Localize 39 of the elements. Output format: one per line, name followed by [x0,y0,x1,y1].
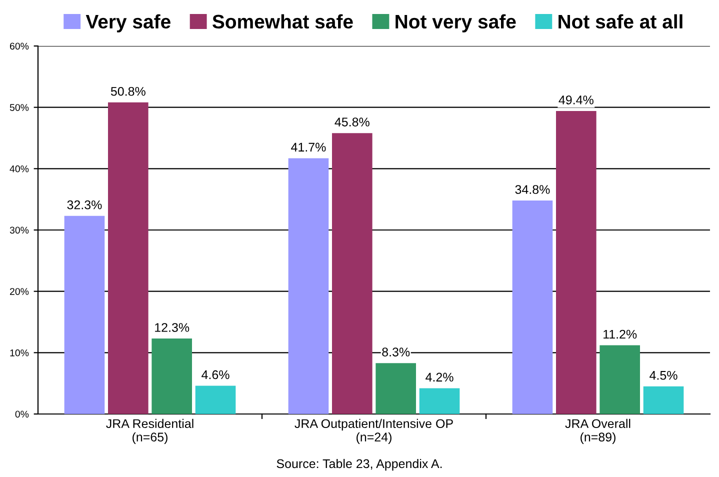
data-label: 4.2% [426,372,454,382]
source-note: Source: Table 23, Appendix A. [276,458,442,471]
bar [108,102,148,414]
bar [419,388,460,414]
bar [64,216,105,414]
y-tick-label: 10% [10,349,29,356]
x-tick-label: JRA Overall (n=89) [565,418,630,444]
legend-label: Not very safe [396,14,516,32]
y-tick-label: 60% [10,42,29,50]
bar [332,133,372,414]
bar [512,200,553,414]
x-tick-label: JRA Outpatient/Intensive OP (n=24) [294,418,453,444]
x-tick-label: JRA Residential (n=65) [106,418,194,444]
data-label: 4.6% [202,370,230,380]
bar [288,158,329,414]
y-tick-label: 20% [10,288,29,295]
data-label: 12.3% [155,323,190,332]
y-tick-label: 50% [10,104,29,111]
data-label: 45.8% [334,118,370,126]
data-label: 11.2% [604,330,637,339]
y-tick-label: 30% [10,226,29,234]
data-label: 34.8% [515,185,550,194]
legend-label: Very safe [86,14,170,32]
bar [376,363,416,414]
y-tick-label: 0% [15,410,29,418]
data-label: 8.3% [382,348,410,356]
legend-label: Somewhat safe [212,14,353,29]
data-label: 4.5% [650,370,678,380]
bar [556,111,596,414]
data-label: 41.7% [291,142,326,152]
bar [643,386,684,414]
bar [600,345,640,414]
legend-label: Not safe at all [558,14,682,29]
bar [152,338,192,414]
data-label: 32.3% [67,200,102,210]
data-label: 49.4% [558,96,594,104]
y-tick-label: 40% [10,165,29,172]
bar [195,386,236,414]
data-label: 50.8% [110,86,146,96]
